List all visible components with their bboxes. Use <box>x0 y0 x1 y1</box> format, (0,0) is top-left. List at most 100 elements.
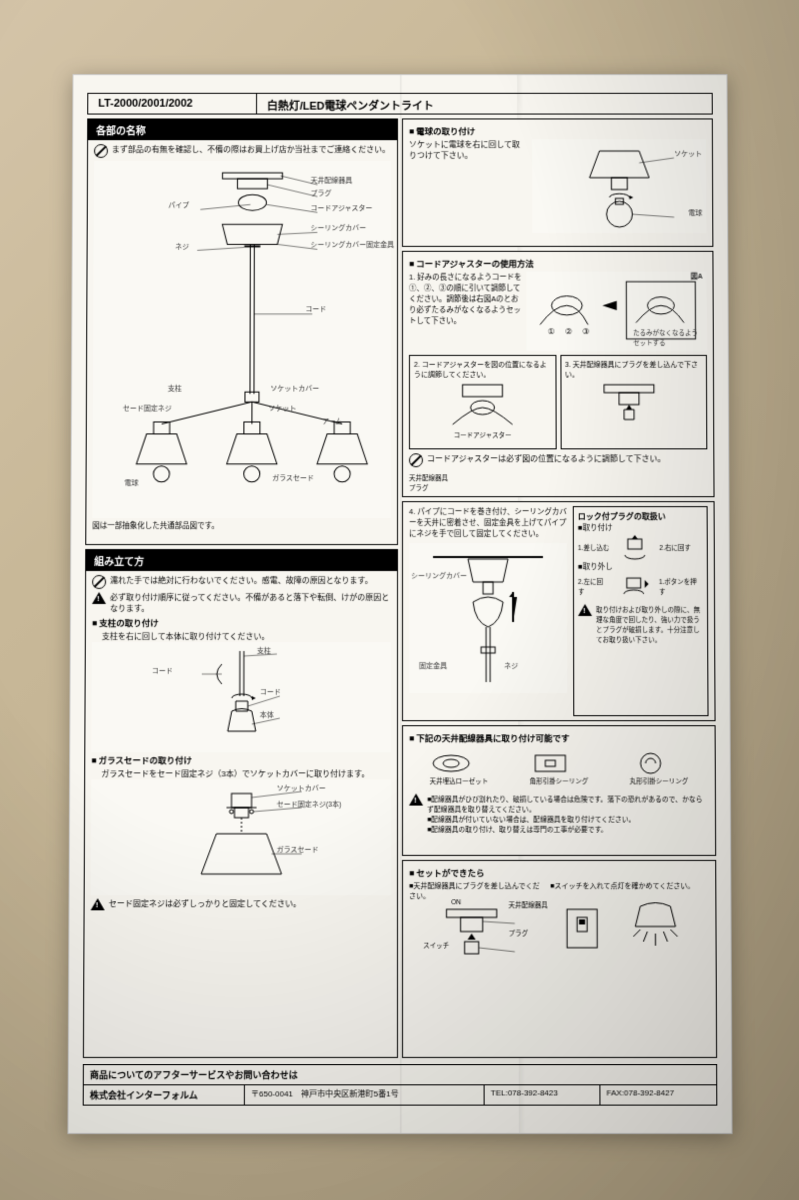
model-number: LT-2000/2001/2002 <box>88 94 257 114</box>
bulb-diagram: ソケット 電球 <box>531 139 706 233</box>
final-fixture: 天井配線器具 <box>508 899 547 909</box>
left-column: 各部の名称 まず部品の有無を確認し、不備の際はお買上げ店か当社までご連絡ください… <box>82 118 397 1057</box>
lbl-support: 支柱 <box>167 384 181 394</box>
lbl-body: 本体 <box>259 710 273 720</box>
parts-header: 各部の名称 <box>88 119 397 140</box>
step2-text: 2. コードアジャスターを図の位置になるように調節してください。 <box>413 360 550 380</box>
svg-text:①: ① <box>547 327 554 336</box>
fig-a-note: たるみがなくなるようセットする <box>633 327 703 347</box>
assembly-warn2: 必ず取り付け順序に従ってください。不備があると落下や転倒、けがの原因となります。 <box>109 592 390 614</box>
bulb-text: ソケットに電球を右に回して取りつけて下さい。 <box>408 139 527 233</box>
instruction-sheet: LT-2000/2001/2002 白熱灯/LED電球ペンダントライト 各部の名… <box>67 74 732 1134</box>
lock-title: ロック付プラグの取扱い <box>577 511 702 522</box>
lbl-screw: ネジ <box>175 242 189 252</box>
step3-fixture: 天井配線器具 <box>408 472 447 482</box>
pipe-diagram: シーリングカバー 固定金具 ネジ <box>408 543 566 693</box>
lbl-screw: ネジ <box>504 661 518 671</box>
prohibit-icon <box>92 575 106 589</box>
lbl-socket-cover: ソケットカバー <box>276 783 325 793</box>
lbl-arm: アーム <box>322 417 342 427</box>
adjuster-warn: コードアジャスターは必ず図の位置になるように調節して下さい。 <box>426 453 665 464</box>
lbl-shade-screw: セード固定ネジ <box>122 404 171 414</box>
bulb-section: 電球の取り付け ソケットに電球を右に回して取りつけて下さい。 <box>401 118 712 246</box>
lbl-fix: 固定金具 <box>419 661 447 671</box>
adjuster-title: コードアジャスターの使用方法 <box>408 258 706 270</box>
product-name: 白熱灯/LED電球ペンダントライト <box>257 94 712 114</box>
footer-service: 商品についてのアフターサービスやお問い合わせは <box>83 1065 715 1085</box>
lbl-cover-fix: シーリングカバー固定金具 <box>310 240 394 250</box>
adjuster-step2: 2. コードアジャスターを図の位置になるように調節してください。 コードアジャス… <box>408 355 555 449</box>
lbl-bulb: 電球 <box>124 478 138 488</box>
step1-diagram: 支柱 コード コード 本体 <box>91 642 391 752</box>
attach2: 2.右に回す <box>659 542 690 552</box>
step3-text: 3. 天井配線器具にプラグを差し込んで下さい。 <box>564 360 701 380</box>
compat-square: 角形引掛シーリング <box>529 775 588 785</box>
lbl-glass-shade: ガラスセード <box>272 473 314 483</box>
title-bar: LT-2000/2001/2002 白熱灯/LED電球ペンダントライト <box>87 93 713 115</box>
footer-address: 〒650-0041 神戸市中央区新港町5番1号 <box>244 1085 484 1104</box>
svg-text:②: ② <box>564 327 571 336</box>
step2-title: ガラスセードの取り付け <box>91 754 391 766</box>
compat-rosette: 天井埋込ローゼット <box>429 775 488 785</box>
fig-a-label: 図A <box>690 272 702 282</box>
step2-text: ガラスセードをセード固定ネジ（3本）でソケットカバーに取り付けます。 <box>91 768 391 779</box>
detach2: 2.左に回す <box>578 576 609 596</box>
compat-round: 丸形引掛シーリング <box>629 775 688 785</box>
lbl-pipe: パイプ <box>168 200 189 210</box>
lbl-ceiling-fixture: 天井配線器具 <box>310 176 352 186</box>
adjuster-diagram1: ① ② ③ 図A たるみがなくなるようセットする <box>526 272 707 351</box>
compat-section: 下記の天井配線器具に取り付け可能です 天井埋込ローゼット 角形引掛シーリング 丸… <box>402 725 716 856</box>
content-columns: 各部の名称 まず部品の有無を確認し、不備の際はお買上げ店か当社までご連絡ください… <box>82 118 716 1057</box>
lock-attach: ■取り付け <box>577 522 702 533</box>
lbl-cord: コード <box>305 304 326 314</box>
compat-title: 下記の天井配線器具に取り付け可能です <box>409 732 709 744</box>
parts-section: 各部の名称 まず部品の有無を確認し、不備の際はお買上げ店か当社までご連絡ください… <box>85 118 398 545</box>
step2-label: コードアジャスター <box>413 429 550 439</box>
detach1: 1.ボタンを押す <box>658 576 702 596</box>
lbl-ceiling-cover: シーリングカバー <box>410 571 466 581</box>
warning-icon <box>409 794 423 806</box>
pipe-section: 4. パイプにコードを巻き付け、シーリングカバーを天井に密着させ、固定金具を上げ… <box>401 501 715 721</box>
lbl-shade-screw: セード固定ネジ(3本) <box>276 800 341 810</box>
footer-company: 株式会社インターフォルム <box>83 1085 244 1104</box>
lbl-support: 支柱 <box>256 646 270 656</box>
compat-warn1: ■配線器具がひび割れたり、破損している場合は危険です。落下の恐れがあるので、かな… <box>427 794 709 814</box>
lock-detach: ■取り外し <box>578 561 703 572</box>
final-plug: プラグ <box>508 928 528 938</box>
compat-warn3: ■配線器具の取り付け、取り替えは専門の工事が必要です。 <box>427 824 709 834</box>
pipe-step4: 4. パイプにコードを巻き付け、シーリングカバーを天井に密着させ、固定金具を上げ… <box>408 506 566 539</box>
svg-text:③: ③ <box>581 327 588 336</box>
assembly-header: 組み立て方 <box>86 550 397 571</box>
final-switch: スイッチ <box>423 940 449 950</box>
warning-icon <box>91 592 105 604</box>
step1-title: 支柱の取り付け <box>91 617 390 629</box>
step3-plug: プラグ <box>408 482 427 492</box>
lbl-socket: ソケット <box>268 404 296 414</box>
footer-tel: TEL:078-392-8423 <box>484 1085 600 1104</box>
final-title: セットができたら <box>409 867 709 879</box>
footer: 商品についてのアフターサービスやお問い合わせは 株式会社インターフォルム 〒65… <box>82 1064 717 1106</box>
step1-text: 支柱を右に回して本体に取り付けてください。 <box>91 631 390 642</box>
lock-warn: 取り付けおよび取り外しの際に、無理な角度で回したり、強い力で扱うとプラグが破損し… <box>596 604 703 644</box>
adjuster-section: コードアジャスターの使用方法 1. 好みの長さになるようコードを①、②、③の順に… <box>401 251 714 497</box>
bulb-title: 電球の取り付け <box>408 125 705 137</box>
warning-icon <box>578 604 592 616</box>
prohibit-icon <box>408 453 422 467</box>
footer-fax: FAX:078-392-8427 <box>600 1085 716 1104</box>
lbl-ceiling-cover: シーリングカバー <box>310 223 366 233</box>
assembly-warn1: 濡れた手では絶対に行わないでください。感電、故障の原因となります。 <box>110 575 373 586</box>
lbl-cord-adjuster: コードアジャスター <box>310 203 372 213</box>
step2-warn: セード固定ネジは必ずしっかりと固定してください。 <box>108 898 300 909</box>
adjuster-step1: 1. 好みの長さになるようコードを①、②、③の順に引いて調節してください。調節後… <box>408 272 521 351</box>
compat-warn2: ■配線器具が付いていない場合は、配線器具を取り付けてください。 <box>427 814 709 824</box>
prohibit-icon <box>93 144 107 158</box>
attach1: 1.差し込む <box>577 542 608 552</box>
lbl-cord: コード <box>151 666 172 676</box>
parts-warning: まず部品の有無を確認し、不備の際はお買上げ店か当社までご連絡ください。 <box>111 144 389 155</box>
lbl-bulb: 電球 <box>688 208 702 218</box>
lbl-cord2: コード <box>259 687 280 697</box>
final-right-text: ■スイッチを入れて点灯を確かめてください。 <box>550 881 709 891</box>
final-left-text: ■天井配線器具にプラグを差し込んでください。 <box>409 881 544 901</box>
assembly-section: 組み立て方 濡れた手では絶対に行わないでください。感電、故障の原因となります。 … <box>82 549 397 1058</box>
lbl-glass-shade: ガラスセード <box>276 845 318 855</box>
